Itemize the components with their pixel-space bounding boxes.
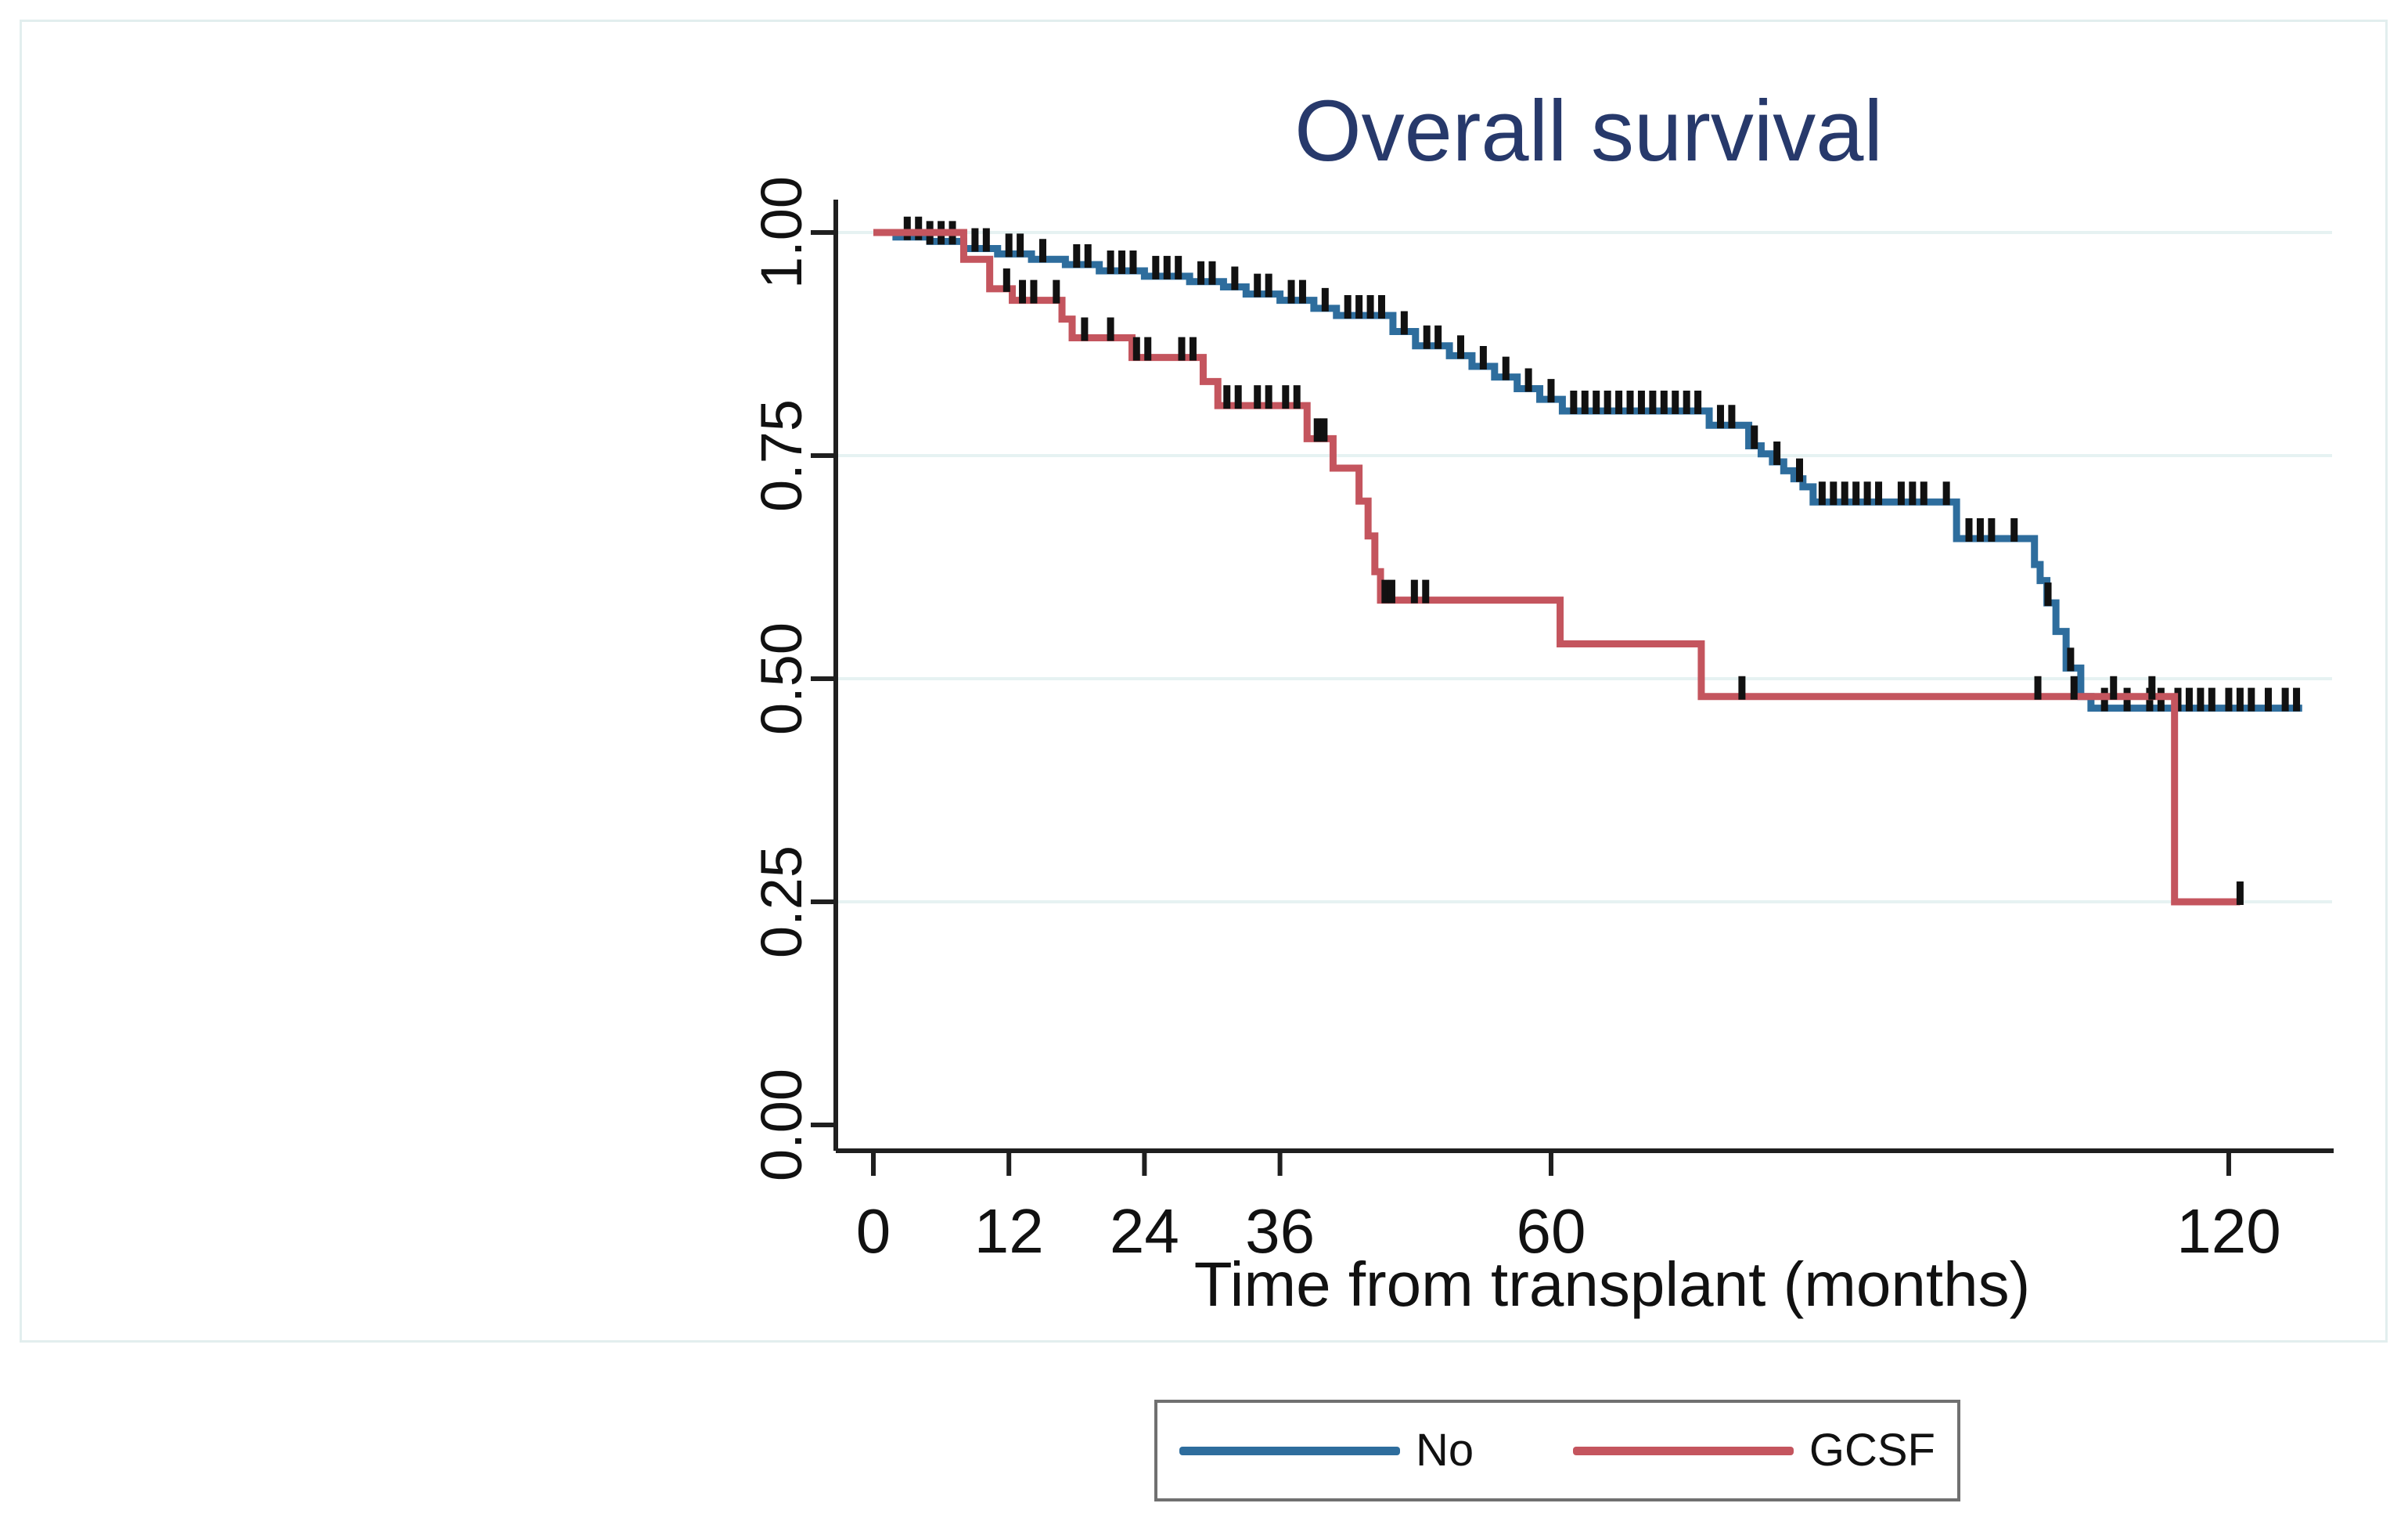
km-plot: 1.00 0.75 0.50 0.25 0.00 0 12 24 36 60 120 Overall… [749,83,2334,1319]
gridlines [836,231,2332,903]
y-tick-label: 0.50 [749,622,814,735]
legend-label-no: No [1416,1425,1474,1476]
x-tick-label: 12 [974,1196,1044,1266]
legend-line-no [1179,1446,1400,1455]
x-axis-title: Time from transplant (months) [1194,1249,2030,1319]
curve-gcsf [873,229,2241,906]
y-tick-label: 1.00 [749,176,814,289]
survival-curves [873,216,2302,906]
y-tick-label: 0.25 [749,845,814,958]
y-tick-label: 0.75 [749,399,814,512]
x-tick-label: 120 [2176,1196,2280,1266]
x-tick-label: 36 [1245,1196,1315,1266]
curve-no [873,229,2302,712]
legend-item-no: No [1179,1428,1474,1473]
axes: 1.00 0.75 0.50 0.25 0.00 0 12 24 36 60 120 [749,176,2334,1266]
x-tick-label: 24 [1110,1196,1179,1266]
x-tick-label: 60 [1516,1196,1586,1266]
legend-item-gcsf: GCSF [1572,1425,1935,1476]
legend-box: No GCSF [1154,1400,1960,1501]
chart-title: Overall survival [1294,83,1883,179]
y-tick-label: 0.00 [749,1069,814,1181]
x-tick-label: 0 [856,1196,891,1266]
legend-line-gcsf [1572,1446,1794,1455]
legend-label-gcsf: GCSF [1809,1425,1935,1476]
figure-border [20,20,2388,1343]
